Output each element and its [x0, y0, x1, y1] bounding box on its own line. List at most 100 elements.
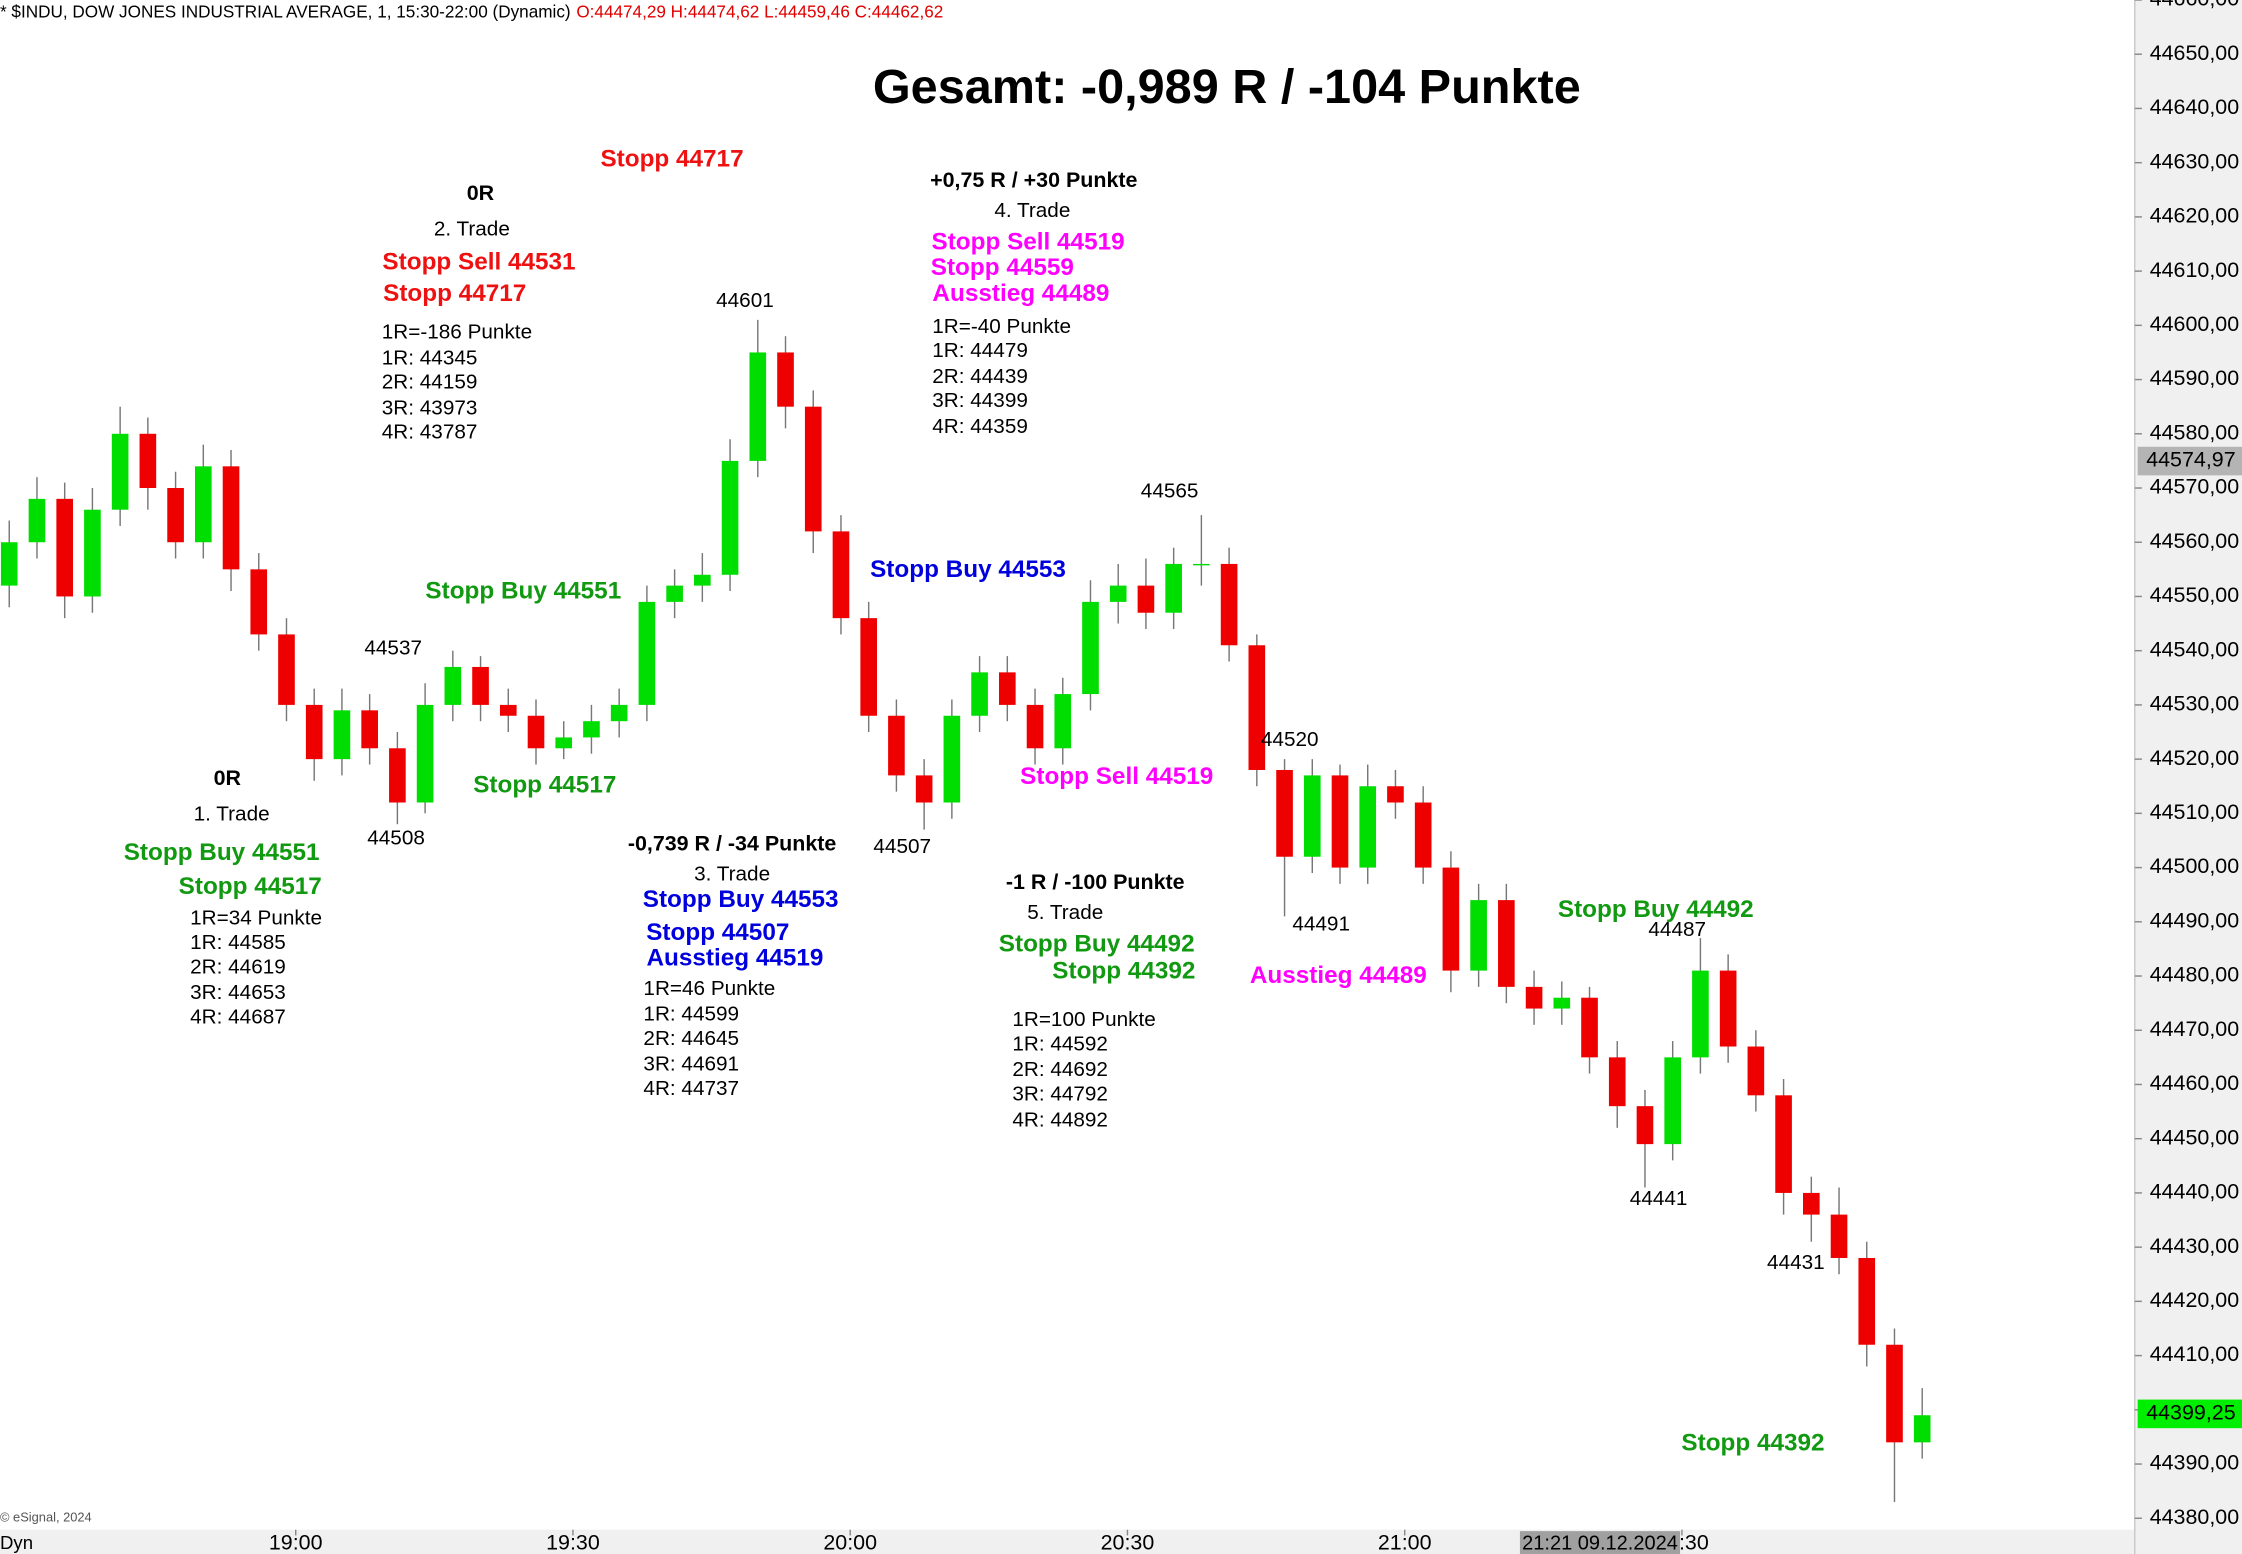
candle [777, 336, 794, 429]
y-tick-label: 44450,00 [2150, 1125, 2239, 1149]
candle [250, 553, 268, 651]
candle-body [1414, 802, 1432, 868]
candle [1858, 1241, 1876, 1367]
candle-body [1664, 1057, 1682, 1145]
y-tick-label: 44630,00 [2150, 149, 2239, 173]
mode-label: Dyn [0, 1532, 33, 1553]
annotation: 1R=-186 Punkte [382, 321, 532, 344]
candle [361, 694, 378, 765]
copyright: © eSignal, 2024 [0, 1510, 92, 1525]
annotation: 3R: 44653 [190, 981, 286, 1004]
candle [1137, 558, 1155, 629]
x-tick-label: 20:00 [823, 1531, 877, 1554]
candle [1387, 769, 1404, 819]
candle [971, 656, 988, 733]
annotation: -1 R / -100 Punkte [1006, 870, 1185, 894]
annotation: Stopp Buy 44551 [425, 577, 621, 604]
annotation: 1R: 44585 [190, 931, 286, 954]
candle-body [389, 748, 406, 803]
candle-body [1082, 601, 1099, 695]
crosshair-box [1519, 1531, 1681, 1554]
annotation: 4. Trade [994, 199, 1070, 222]
annotation: Stopp 44517 [179, 873, 322, 900]
candle-body [694, 574, 711, 586]
candle-body [0, 542, 18, 586]
candle [1802, 1176, 1820, 1242]
annotation: Stopp Buy 44553 [870, 556, 1066, 583]
candle-body [84, 509, 101, 597]
candle [84, 488, 101, 613]
y-tick-label: 44600,00 [2150, 312, 2239, 336]
annotation: 44507 [873, 835, 931, 858]
candle-body [998, 672, 1016, 705]
candle-body [1193, 563, 1210, 566]
candle-body [278, 634, 295, 705]
annotation: Stopp 44392 [1681, 1429, 1824, 1456]
annotation: 4R: 44737 [643, 1077, 739, 1100]
candle [1442, 851, 1460, 993]
annotation: Stopp Sell 44519 [931, 228, 1124, 255]
candle [1165, 547, 1182, 629]
candle-body [111, 433, 129, 510]
annotation: Stopp 44559 [931, 254, 1074, 281]
y-tick-label: 44520,00 [2150, 746, 2239, 770]
candle-body [804, 406, 822, 532]
annotation: 2R: 44619 [190, 955, 286, 978]
candle [666, 569, 683, 619]
candle-body [1165, 563, 1182, 613]
annotation: 1R: 44479 [932, 339, 1028, 362]
candle-body [361, 710, 378, 749]
candle [111, 406, 129, 526]
candle [305, 688, 323, 781]
candle-body [777, 352, 794, 407]
candle [1775, 1079, 1792, 1215]
annotation: 44487 [1648, 918, 1706, 941]
candle-body [167, 488, 184, 543]
annotation: 3R: 43973 [382, 396, 478, 419]
annotation: Stopp Buy 44551 [124, 839, 320, 866]
candle [222, 450, 240, 592]
candle [1109, 563, 1127, 624]
candle-body [28, 498, 46, 543]
candle-body [1498, 900, 1515, 987]
candle [1359, 764, 1377, 884]
candle [167, 471, 184, 559]
annotation: 44565 [1141, 479, 1199, 502]
annotation: 2R: 44645 [643, 1027, 739, 1050]
annotation: 44520 [1261, 728, 1319, 751]
candle [804, 390, 822, 554]
y-tick-label: 44530,00 [2150, 692, 2239, 716]
annotation: 0R [467, 181, 495, 205]
candle-body [250, 569, 268, 635]
annotation: Stopp Buy 44492 [1558, 896, 1754, 923]
annotation: 4R: 44892 [1012, 1108, 1108, 1131]
candle [1719, 954, 1737, 1063]
annotation: Stopp 44517 [473, 772, 616, 799]
candle-body [1387, 786, 1404, 803]
candle-body [1886, 1344, 1903, 1443]
annotation: Stopp Sell 44531 [382, 248, 575, 275]
candle-body [56, 498, 74, 597]
candle [1470, 883, 1487, 987]
candle-body [1553, 997, 1571, 1009]
annotation: 1R=46 Punkte [643, 977, 775, 1000]
annotation: 1R=34 Punkte [190, 907, 322, 930]
y-tick-label: 44650,00 [2150, 41, 2239, 65]
candle [915, 759, 933, 830]
candle-body [1331, 775, 1349, 868]
candle [1193, 515, 1210, 586]
annotation: 0R [214, 766, 242, 790]
candle-body [1359, 786, 1377, 868]
y-tick-label: 44510,00 [2150, 800, 2239, 824]
candle-body [832, 531, 850, 619]
y-tick-label: 44460,00 [2150, 1071, 2239, 1095]
candle-body [444, 666, 462, 705]
candle-body [1747, 1046, 1765, 1096]
candle [1830, 1187, 1848, 1275]
candle [527, 699, 545, 765]
annotation: 4R: 44359 [932, 415, 1028, 438]
candle-body [1276, 769, 1293, 857]
annotation: 3R: 44792 [1012, 1083, 1108, 1106]
annotation: 2R: 44159 [382, 371, 478, 394]
